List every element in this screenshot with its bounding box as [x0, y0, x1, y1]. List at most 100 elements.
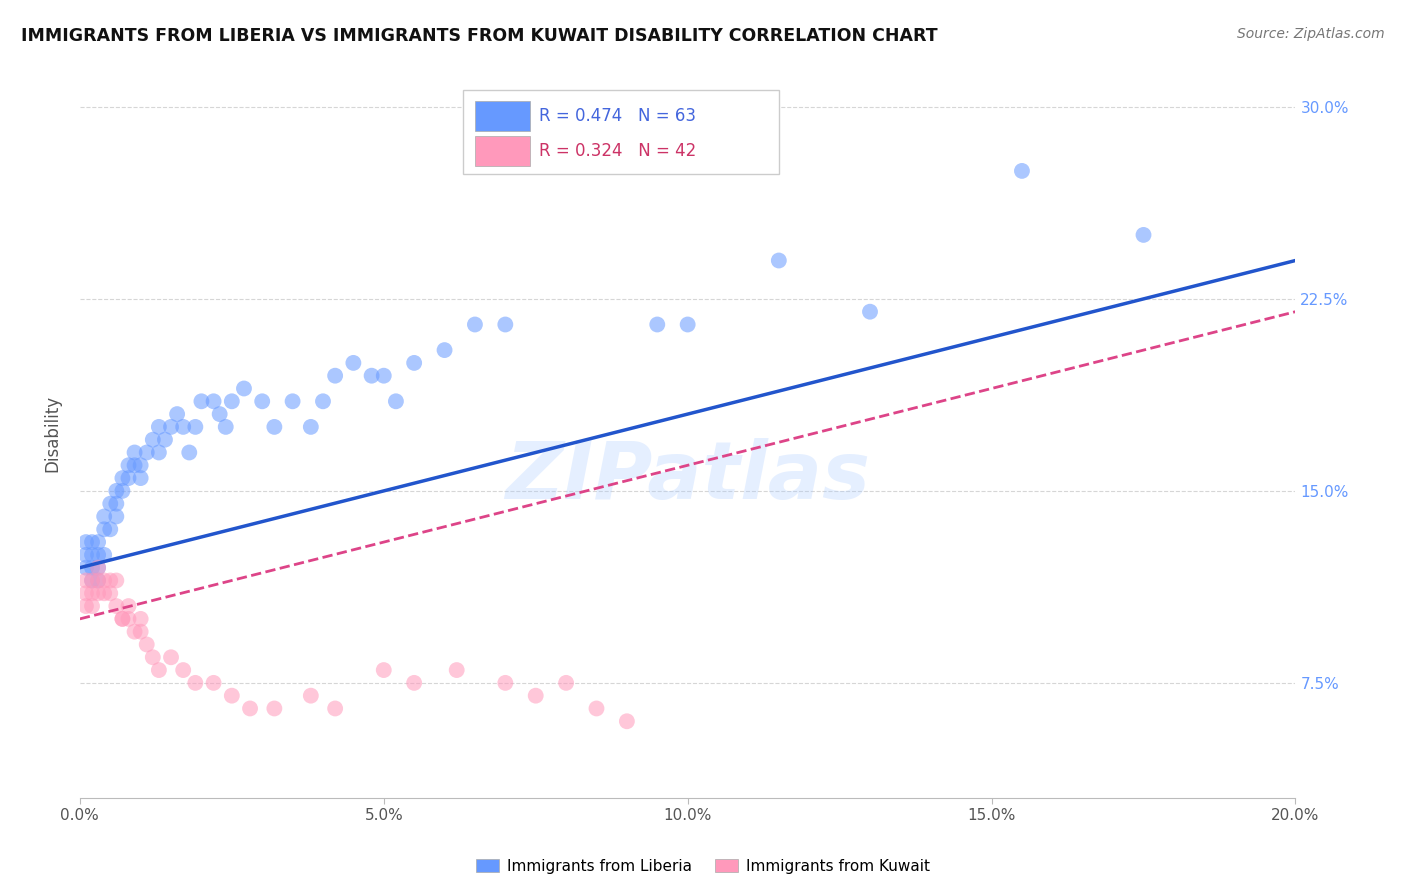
Point: [404, 676, 426, 690]
Point: [75, 586, 97, 600]
Point: [142, 433, 165, 447]
Point: [342, 356, 364, 370]
Point: [323, 368, 346, 383]
Point: [404, 356, 426, 370]
Point: [80, 548, 103, 562]
Point: [80, 574, 103, 588]
Point: [98, 574, 121, 588]
Text: R = 0.324   N = 42: R = 0.324 N = 42: [540, 142, 696, 160]
Point: [1011, 164, 1033, 178]
Point: [80, 599, 103, 613]
Point: [93, 522, 115, 536]
Point: [524, 689, 547, 703]
Bar: [475, 102, 530, 130]
Point: [153, 433, 176, 447]
Point: [215, 420, 238, 434]
Point: [80, 535, 103, 549]
Point: [312, 394, 335, 409]
Point: [148, 445, 170, 459]
Point: [87, 560, 110, 574]
Point: [373, 368, 395, 383]
Point: [87, 535, 110, 549]
Point: [464, 318, 486, 332]
Point: [75, 560, 97, 574]
Text: Source: ZipAtlas.com: Source: ZipAtlas.com: [1237, 27, 1385, 41]
Text: R = 0.474   N = 63: R = 0.474 N = 63: [540, 107, 696, 125]
Point: [263, 420, 285, 434]
Point: [645, 318, 668, 332]
Point: [87, 560, 110, 574]
Point: [166, 407, 188, 421]
Point: [129, 458, 152, 473]
Point: [1132, 227, 1154, 242]
Text: IMMIGRANTS FROM LIBERIA VS IMMIGRANTS FROM KUWAIT DISABILITY CORRELATION CHART: IMMIGRANTS FROM LIBERIA VS IMMIGRANTS FR…: [21, 27, 938, 45]
Point: [148, 663, 170, 677]
Point: [117, 612, 139, 626]
Point: [172, 420, 194, 434]
Point: [385, 394, 408, 409]
Point: [80, 574, 103, 588]
Point: [190, 394, 212, 409]
Point: [616, 714, 638, 729]
Point: [323, 701, 346, 715]
Point: [160, 650, 183, 665]
FancyBboxPatch shape: [463, 90, 779, 174]
Point: [93, 586, 115, 600]
Point: [299, 689, 322, 703]
Point: [494, 676, 516, 690]
Point: [93, 574, 115, 588]
Point: [135, 445, 157, 459]
Point: [98, 586, 121, 600]
Point: [208, 407, 231, 421]
Point: [250, 394, 273, 409]
Point: [281, 394, 304, 409]
Point: [494, 318, 516, 332]
Point: [676, 318, 699, 332]
Point: [80, 586, 103, 600]
Point: [117, 471, 139, 485]
Point: [111, 612, 134, 626]
Point: [75, 548, 97, 562]
Point: [263, 701, 285, 715]
Point: [124, 624, 146, 639]
Point: [98, 497, 121, 511]
Bar: [475, 136, 530, 166]
Point: [105, 599, 128, 613]
Point: [93, 509, 115, 524]
Point: [202, 394, 225, 409]
Point: [202, 676, 225, 690]
Point: [148, 420, 170, 434]
Point: [142, 650, 165, 665]
Point: [111, 483, 134, 498]
Legend: Immigrants from Liberia, Immigrants from Kuwait: Immigrants from Liberia, Immigrants from…: [471, 853, 935, 880]
Point: [179, 445, 201, 459]
Point: [233, 382, 256, 396]
Point: [129, 624, 152, 639]
Point: [373, 663, 395, 677]
Y-axis label: Disability: Disability: [44, 395, 60, 472]
Point: [129, 471, 152, 485]
Point: [75, 535, 97, 549]
Point: [87, 574, 110, 588]
Point: [124, 458, 146, 473]
Point: [124, 445, 146, 459]
Point: [111, 612, 134, 626]
Point: [93, 548, 115, 562]
Text: ZIPatlas: ZIPatlas: [505, 438, 870, 516]
Point: [446, 663, 468, 677]
Point: [87, 586, 110, 600]
Point: [129, 612, 152, 626]
Point: [221, 394, 243, 409]
Point: [98, 522, 121, 536]
Point: [75, 599, 97, 613]
Point: [87, 548, 110, 562]
Point: [859, 304, 882, 318]
Point: [184, 420, 207, 434]
Point: [135, 638, 157, 652]
Point: [117, 599, 139, 613]
Point: [105, 483, 128, 498]
Point: [87, 574, 110, 588]
Point: [105, 509, 128, 524]
Point: [117, 458, 139, 473]
Point: [75, 574, 97, 588]
